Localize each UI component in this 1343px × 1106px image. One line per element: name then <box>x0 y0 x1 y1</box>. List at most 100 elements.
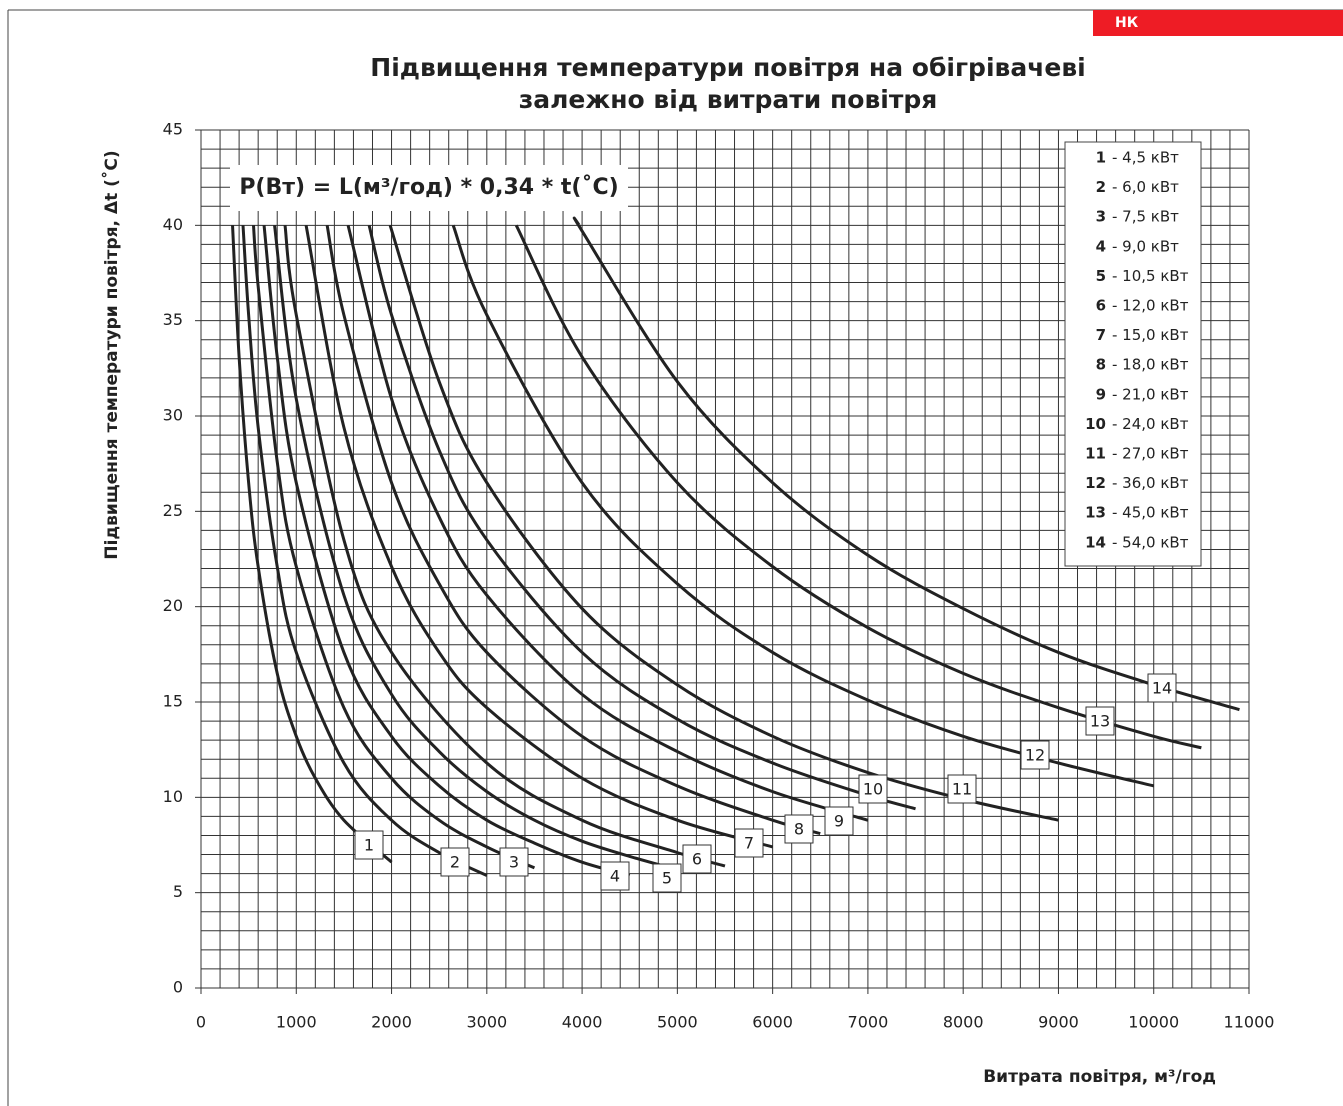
legend-name: 4 <box>1096 237 1106 255</box>
legend-name: 9 <box>1096 385 1106 403</box>
legend-label: - 21,0 кВт <box>1112 385 1189 403</box>
x-tick-label: 0 <box>196 1013 206 1032</box>
legend-label: - 24,0 кВт <box>1112 415 1189 433</box>
curve <box>273 225 678 872</box>
curve-label: 12 <box>1025 746 1045 765</box>
curve-label: 9 <box>834 812 844 831</box>
curve-label-box <box>1147 673 1177 703</box>
x-tick-label: 5000 <box>657 1013 698 1032</box>
curve-label-box <box>824 806 854 836</box>
annotation: P(Вт) = L(м³/год) * 0,34 * t(˚C) <box>239 175 618 200</box>
y-tick-label: 45 <box>163 120 183 139</box>
legend-name: 12 <box>1085 474 1106 492</box>
curve-label: 6 <box>692 850 702 869</box>
legend-name: 3 <box>1096 208 1106 226</box>
curve-label-box <box>682 844 712 874</box>
legend-name: 14 <box>1085 533 1106 551</box>
curve-label-box <box>600 861 630 891</box>
chart-title: Підвищення температури повітря на обігрі… <box>370 53 1085 82</box>
curve <box>283 225 726 868</box>
x-tick-label: 9000 <box>1038 1013 1079 1032</box>
legend-name: 13 <box>1085 504 1106 522</box>
curve-label-box <box>499 847 529 877</box>
y-tick-label: 30 <box>163 406 183 425</box>
curve <box>251 225 536 870</box>
x-tick-label: 3000 <box>466 1013 507 1032</box>
badge-bg <box>1093 10 1343 36</box>
x-tick-label: 4000 <box>562 1013 603 1032</box>
curve-label: 8 <box>794 820 804 839</box>
curve-label-box <box>1020 740 1050 770</box>
legend-name: 8 <box>1096 356 1106 374</box>
x-tick-label: 11000 <box>1224 1013 1275 1032</box>
legend-label: - 4,5 кВт <box>1112 149 1179 167</box>
legend-name: 2 <box>1096 178 1106 196</box>
x-tick-label: 1000 <box>276 1013 317 1032</box>
curve-label-box <box>652 863 682 893</box>
legend-label: - 10,5 кВт <box>1112 267 1189 285</box>
legend-label: - 54,0 кВт <box>1112 533 1189 551</box>
curve <box>388 224 1059 822</box>
curve-label-box <box>1085 706 1115 736</box>
curve-label: 3 <box>509 853 519 872</box>
annotation-box <box>230 165 628 211</box>
curve <box>572 216 1240 712</box>
curve <box>367 224 916 811</box>
curve-label: 10 <box>863 780 883 799</box>
curve-label-box <box>858 774 888 804</box>
y-tick-label: 35 <box>163 310 183 329</box>
curve-label: 7 <box>744 834 754 853</box>
x-tick-label: 6000 <box>752 1013 793 1032</box>
y-tick-label: 5 <box>173 882 183 901</box>
x-tick-label: 8000 <box>943 1013 984 1032</box>
curve-label-box <box>947 774 977 804</box>
curve-label-box <box>784 814 814 844</box>
chart-title: залежно від витрати повітря <box>519 85 938 114</box>
legend-label: - 9,0 кВт <box>1112 237 1179 255</box>
legend-label: - 7,5 кВт <box>1112 208 1179 226</box>
curve <box>262 225 631 877</box>
legend-name: 5 <box>1096 267 1106 285</box>
legend-box <box>1064 141 1202 567</box>
legend-label: - 27,0 кВт <box>1112 445 1189 463</box>
curve-label: 11 <box>952 780 972 799</box>
curve <box>231 225 393 864</box>
curve-label: 2 <box>450 853 460 872</box>
y-tick-label: 40 <box>163 215 183 234</box>
legend-label: - 12,0 кВт <box>1112 297 1189 315</box>
legend-label: - 15,0 кВт <box>1112 326 1189 344</box>
legend-name: 1 <box>1096 149 1106 167</box>
x-tick-label: 10000 <box>1128 1013 1179 1032</box>
curve <box>304 225 774 849</box>
legend-label: - 6,0 кВт <box>1112 178 1179 196</box>
curve-label-box <box>354 830 384 860</box>
legend-label: - 18,0 кВт <box>1112 356 1189 374</box>
curve-label: 5 <box>662 869 672 888</box>
x-tick-label: 7000 <box>848 1013 889 1032</box>
y-tick-label: 25 <box>163 501 183 520</box>
curve-label: 1 <box>364 836 374 855</box>
badge: НК <box>1115 15 1139 31</box>
curve <box>346 224 869 822</box>
curve-label: 13 <box>1090 712 1110 731</box>
y-tick-label: 15 <box>163 692 183 711</box>
legend-name: 10 <box>1085 415 1106 433</box>
curve-label: 4 <box>610 867 620 886</box>
x-axis-label: Витрата повітря, м³/год <box>983 1067 1216 1087</box>
curve-label-box <box>440 847 470 877</box>
curve <box>451 224 1155 788</box>
y-tick-label: 0 <box>173 978 183 997</box>
y-tick-label: 20 <box>163 596 183 615</box>
legend-label: - 36,0 кВт <box>1112 474 1189 492</box>
curve-label: 14 <box>1152 679 1172 698</box>
curve-label-box <box>734 828 764 858</box>
legend-name: 6 <box>1096 297 1106 315</box>
legend-name: 7 <box>1096 326 1106 344</box>
legend-label: - 45,0 кВт <box>1112 504 1189 522</box>
y-tick-label: 10 <box>163 787 183 806</box>
legend-name: 11 <box>1085 445 1106 463</box>
x-tick-label: 2000 <box>371 1013 412 1032</box>
y-axis-label: Підвищення температури повітря, Δt (˚C) <box>100 150 122 559</box>
curve <box>325 225 821 836</box>
